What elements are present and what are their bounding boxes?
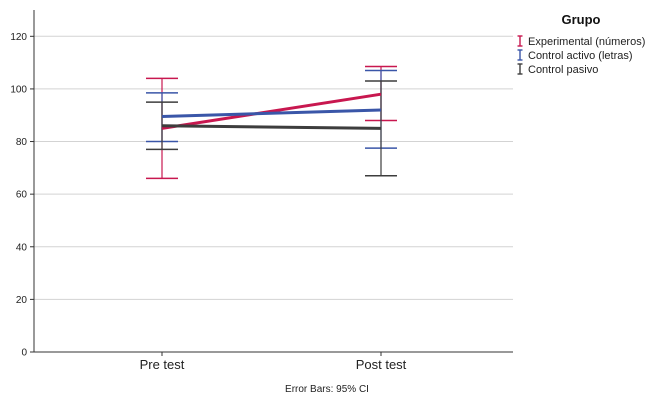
axes xyxy=(33,10,513,353)
y-tick-label: 80 xyxy=(16,137,28,148)
legend-label: Control activo (letras) xyxy=(528,50,633,62)
error-bars xyxy=(146,65,397,180)
series-lines xyxy=(161,92,382,130)
legend-item: Control pasivo xyxy=(517,63,598,76)
x-axis-ticks: Pre test Post test xyxy=(140,352,407,372)
y-tick-label: 20 xyxy=(16,295,28,306)
x-tick-label: Pre test xyxy=(140,357,185,372)
legend-item: Control activo (letras) xyxy=(517,49,633,62)
legend-label: Experimental (números) xyxy=(528,36,645,48)
series-line xyxy=(161,92,382,130)
series-line xyxy=(161,124,382,130)
y-tick-label: 60 xyxy=(16,190,28,201)
gridlines xyxy=(34,35,513,300)
legend-item: Experimental (números) xyxy=(517,35,645,48)
x-tick-label: Post test xyxy=(356,357,407,372)
series-line xyxy=(161,108,382,119)
y-tick-label: 100 xyxy=(10,84,27,95)
y-tick-label: 40 xyxy=(16,242,28,253)
legend-label: Control pasivo xyxy=(528,64,598,76)
legend: Grupo Experimental (números) Control acti… xyxy=(517,12,645,76)
error-bars-note: Error Bars: 95% CI xyxy=(285,384,369,395)
y-axis-ticks: 0 20 40 60 80 100 120 xyxy=(10,32,34,359)
y-tick-label: 0 xyxy=(21,348,27,359)
legend-title: Grupo xyxy=(562,12,601,27)
y-tick-label: 120 xyxy=(10,32,27,43)
